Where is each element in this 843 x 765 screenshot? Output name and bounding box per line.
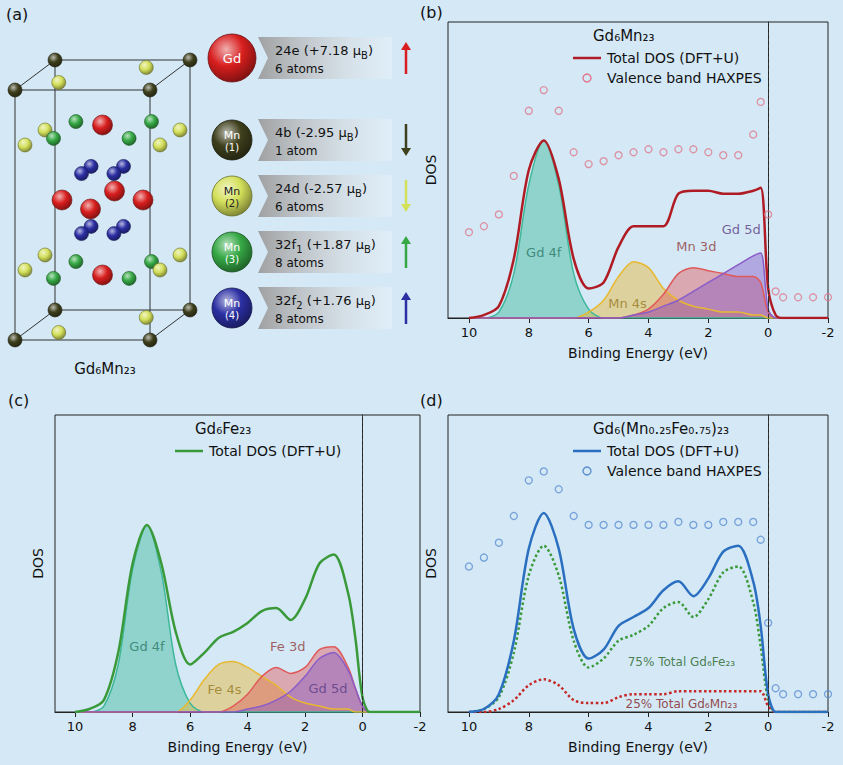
svg-text:Mn: Mn [224,129,240,142]
svg-text:Gd 4f: Gd 4f [129,639,165,654]
svg-text:Binding Energy (eV): Binding Energy (eV) [168,739,308,755]
svg-text:6 atoms: 6 atoms [275,200,324,214]
svg-text:8: 8 [128,719,136,734]
svg-text:24d (-2.57 μB): 24d (-2.57 μB) [275,181,367,199]
svg-text:Gd₆(Mn₀.₂₅Fe₀.₇₅)₂₃: Gd₆(Mn₀.₂₅Fe₀.₇₅)₂₃ [593,420,729,438]
svg-text:0: 0 [764,325,772,340]
svg-text:1 atom: 1 atom [275,144,318,158]
svg-text:32f1 (+1.87 μB): 32f1 (+1.87 μB) [275,237,376,255]
svg-text:(3): (3) [225,254,239,265]
svg-text:-2: -2 [822,325,835,340]
svg-text:Gd₆Mn₂₃: Gd₆Mn₂₃ [74,360,136,378]
svg-text:Total DOS (DFT+U): Total DOS (DFT+U) [606,443,739,459]
svg-text:24e (+7.18 μB): 24e (+7.18 μB) [275,43,373,61]
svg-text:0: 0 [764,719,772,734]
svg-text:Total DOS (DFT+U): Total DOS (DFT+U) [208,443,341,459]
svg-text:8: 8 [525,325,533,340]
svg-text:2: 2 [704,325,712,340]
svg-text:6: 6 [584,325,592,340]
svg-text:(2): (2) [225,198,239,209]
svg-text:Fe 4s: Fe 4s [208,682,242,697]
svg-text:6: 6 [584,719,592,734]
svg-text:2: 2 [301,719,309,734]
svg-text:8: 8 [525,719,533,734]
svg-text:10: 10 [67,719,84,734]
svg-text:DOS: DOS [423,155,439,186]
svg-text:Gd₆Fe₂₃: Gd₆Fe₂₃ [195,420,251,438]
svg-text:Valence band HAXPES: Valence band HAXPES [607,463,762,479]
svg-text:4: 4 [243,719,251,734]
svg-text:6 atoms: 6 atoms [275,62,324,76]
svg-text:-2: -2 [414,719,427,734]
svg-text:DOS: DOS [30,548,46,579]
svg-text:Mn: Mn [224,241,240,254]
svg-text:4: 4 [644,325,652,340]
svg-text:(a): (a) [6,5,28,24]
svg-text:Gd: Gd [223,51,241,66]
svg-text:Total DOS (DFT+U): Total DOS (DFT+U) [606,50,739,66]
svg-text:Mn: Mn [224,185,240,198]
svg-text:75% Total Gd₆Fe₂₃: 75% Total Gd₆Fe₂₃ [628,655,735,669]
svg-text:(c): (c) [8,391,29,410]
svg-text:25% Total Gd₆Mn₂₃: 25% Total Gd₆Mn₂₃ [626,697,738,711]
svg-text:-2: -2 [822,719,835,734]
svg-text:(4): (4) [225,310,239,321]
svg-text:Valence band HAXPES: Valence band HAXPES [607,70,762,86]
svg-text:10: 10 [461,325,478,340]
svg-text:Gd 5d: Gd 5d [722,222,761,237]
svg-text:Binding Energy (eV): Binding Energy (eV) [568,739,708,755]
svg-text:Fe 3d: Fe 3d [270,639,305,654]
svg-text:6: 6 [186,719,194,734]
svg-text:DOS: DOS [423,548,439,579]
svg-text:10: 10 [461,719,478,734]
svg-text:8 atoms: 8 atoms [275,256,324,270]
svg-text:2: 2 [704,719,712,734]
svg-text:Binding Energy (eV): Binding Energy (eV) [568,345,708,361]
svg-text:(b): (b) [420,3,443,22]
svg-text:(1): (1) [225,142,239,153]
svg-text:Mn 4s: Mn 4s [608,296,647,311]
svg-text:(d): (d) [420,391,443,410]
svg-text:Gd 4f: Gd 4f [526,245,562,260]
svg-text:4: 4 [644,719,652,734]
svg-text:Mn 3d: Mn 3d [676,239,716,254]
svg-text:32f2 (+1.76 μB): 32f2 (+1.76 μB) [275,293,376,311]
svg-text:0: 0 [358,719,366,734]
svg-text:4b (-2.95 μB): 4b (-2.95 μB) [275,125,359,143]
svg-text:Mn: Mn [224,297,240,310]
svg-text:Gd 5d: Gd 5d [309,681,348,696]
svg-text:8 atoms: 8 atoms [275,312,324,326]
svg-text:Gd₆Mn₂₃: Gd₆Mn₂₃ [593,27,655,45]
